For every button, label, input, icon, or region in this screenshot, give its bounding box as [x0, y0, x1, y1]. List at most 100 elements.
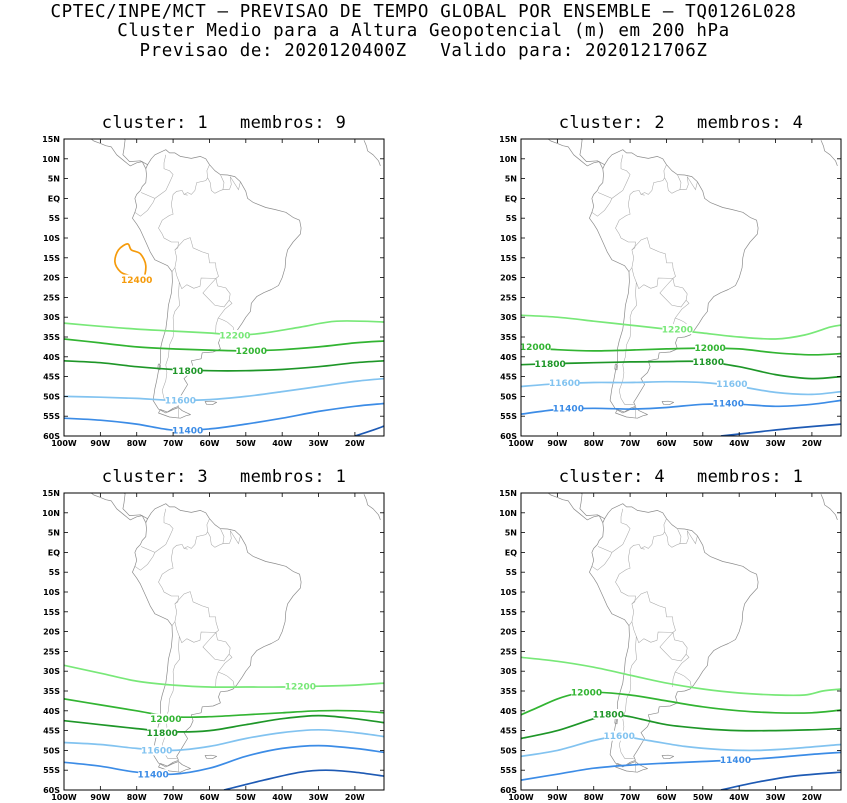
lat-tick-label: 5N	[48, 175, 60, 184]
coastline-map	[90, 139, 381, 419]
contour-label-12200: 12200	[219, 331, 250, 341]
lon-tick-label: 100W	[51, 793, 77, 802]
lat-tick-label: 40S	[43, 353, 60, 362]
contour-label-11800: 11800	[172, 367, 203, 377]
lat-tick-label: 40S	[500, 707, 517, 716]
contour-11200	[720, 771, 841, 790]
lat-tick-label: EQ	[505, 194, 517, 203]
lon-tick-label: 60W	[200, 439, 220, 448]
lat-tick-label: 10S	[500, 234, 517, 243]
lat-tick-label: 10S	[500, 588, 517, 597]
lon-tick-label: 20W	[345, 793, 365, 802]
lat-tick-label: 60S	[500, 786, 517, 795]
lat-tick-label: EQ	[48, 548, 60, 557]
lon-tick-label: 40W	[272, 439, 292, 448]
lat-tick-label: 10N	[42, 155, 60, 164]
lon-tick-label: 50W	[693, 793, 713, 802]
lon-tick-label: 50W	[236, 439, 256, 448]
contour-12200	[521, 656, 841, 697]
map-frame	[520, 492, 842, 791]
map-frame	[520, 138, 842, 437]
contour-label-12000: 12000	[236, 347, 267, 357]
lat-tick-label: 40S	[43, 707, 60, 716]
map-frame	[63, 138, 385, 437]
contour-label-12000: 12000	[520, 343, 551, 353]
lat-tick-label: 30S	[43, 667, 60, 676]
country-borders	[134, 154, 241, 419]
lat-tick-label: 35S	[43, 333, 60, 342]
lat-tick-label: 5N	[505, 529, 517, 538]
lon-tick-label: 80W	[127, 793, 147, 802]
lon-tick-label: 70W	[620, 793, 640, 802]
contour-label-11800: 11800	[147, 729, 178, 739]
header-line-1: CPTEC/INPE/MCT – PREVISAO DE TEMPO GLOBA…	[50, 2, 797, 22]
lat-tick-label: 5S	[49, 568, 61, 577]
lat-tick-label: 30S	[500, 667, 517, 676]
lon-tick-label: 70W	[163, 793, 183, 802]
lat-tick-label: 5S	[506, 568, 518, 577]
contour-label-12200: 12200	[285, 683, 316, 693]
map-frame	[63, 492, 385, 791]
contour-11600	[64, 728, 384, 752]
contour-label-11400: 11400	[553, 405, 584, 415]
contour-11800	[521, 713, 841, 740]
lat-tick-label: 55S	[43, 766, 60, 775]
lat-tick-label: 60S	[43, 786, 60, 795]
lat-tick-label: 35S	[43, 687, 60, 696]
panel-2-title: cluster: 2 membros: 4	[558, 113, 804, 133]
contour-label-11400: 11400	[172, 426, 203, 436]
contour-11800	[64, 359, 384, 372]
contour-label-11600: 11600	[165, 397, 196, 407]
contour-11400	[64, 402, 384, 432]
contour-12000	[64, 338, 384, 352]
lon-tick-label: 80W	[127, 439, 147, 448]
lon-tick-label: 90W	[90, 439, 110, 448]
lon-tick-label: 40W	[729, 793, 749, 802]
lat-tick-label: 55S	[43, 412, 60, 421]
lat-tick-label: 45S	[43, 373, 60, 382]
lat-tick-label: 15S	[500, 608, 517, 617]
lat-tick-label: 55S	[500, 766, 517, 775]
contour-label-11400: 11400	[720, 756, 751, 766]
contour-11400	[64, 744, 384, 776]
lat-tick-label: 15N	[42, 489, 60, 498]
lat-tick-label: 10S	[43, 588, 60, 597]
lon-tick-label: 80W	[584, 793, 604, 802]
lon-tick-label: 70W	[163, 439, 183, 448]
lat-tick-label: 35S	[500, 333, 517, 342]
contour-label-12400: 12400	[121, 276, 152, 286]
lon-tick-label: 50W	[693, 439, 713, 448]
lon-tick-label: 20W	[802, 793, 822, 802]
contour-label-11800: 11800	[593, 710, 624, 720]
contour-11600	[64, 377, 384, 402]
lat-tick-label: 25S	[500, 293, 517, 302]
lon-tick-label: 80W	[584, 439, 604, 448]
lat-tick-label: 25S	[43, 647, 60, 656]
lat-tick-label: 5N	[48, 529, 60, 538]
lat-tick-label: 30S	[500, 313, 517, 322]
lon-tick-label: 40W	[729, 439, 749, 448]
contour-11200	[720, 423, 841, 436]
lat-tick-label: 45S	[43, 727, 60, 736]
lat-tick-label: 50S	[500, 746, 517, 755]
contour-label-11600: 11600	[716, 380, 747, 390]
contour-label-11400: 11400	[137, 771, 168, 781]
contour-label-12000: 12000	[150, 715, 181, 725]
contour-11600	[521, 735, 841, 758]
lat-tick-label: 10N	[499, 155, 517, 164]
lon-tick-label: 60W	[200, 793, 220, 802]
lat-tick-label: 15N	[499, 135, 517, 144]
lat-tick-label: 5S	[49, 214, 61, 223]
lat-tick-label: 15S	[43, 254, 60, 263]
lon-tick-label: 60W	[657, 439, 677, 448]
lat-tick-label: 5N	[505, 175, 517, 184]
contour-12000	[521, 691, 841, 716]
panel-4-title: cluster: 4 membros: 1	[558, 467, 804, 487]
lat-tick-label: 20S	[43, 628, 60, 637]
lat-tick-label: 50S	[43, 746, 60, 755]
lon-tick-label: 30W	[309, 439, 329, 448]
country-borders	[591, 508, 698, 773]
lon-tick-label: 90W	[90, 793, 110, 802]
contour-12000	[521, 346, 841, 356]
lat-tick-label: 10S	[43, 234, 60, 243]
